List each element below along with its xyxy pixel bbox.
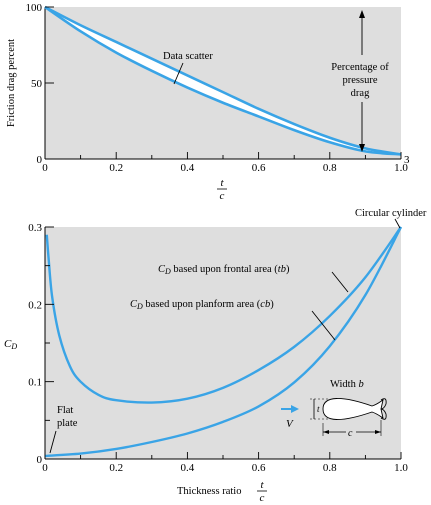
bottom-plot-area (45, 227, 401, 459)
drag-coefficient-chart: 0 0.2 0.4 0.6 0.8 1.0 0 0.1 0.2 0.3 Circular cyl… (4, 208, 427, 504)
x-tick-label: 0 (42, 162, 48, 174)
top-x-ticks: 0 0.2 0.4 0.6 0.8 1.0 (42, 152, 408, 174)
data-scatter-label: Data scatter (163, 51, 213, 62)
top-x-label-den: c (220, 190, 225, 202)
y-tick-label: 0.2 (28, 299, 42, 311)
x-tick-label: 0.8 (323, 462, 337, 474)
top-y-label: Friction drag percent (6, 39, 17, 127)
top-y-ticks: 0 50 100 (26, 2, 54, 166)
thickness-label: t (317, 404, 320, 414)
y-tick-label: 0 (37, 454, 43, 466)
top-x-label-num: t (220, 177, 224, 189)
x-tick-label: 0.2 (109, 462, 123, 474)
y-tick-label: 0.3 (28, 222, 42, 234)
series-frontal-area (45, 226, 402, 404)
top-end-label: 3 (404, 154, 410, 166)
flat-plate-label-line1: Flat (57, 405, 73, 416)
trailing-edge-curl (380, 398, 387, 420)
bottom-y-label: CD (4, 338, 17, 351)
planform-area-label: CD based upon planform area (cb) (130, 299, 274, 311)
x-tick-label: 0.6 (252, 162, 266, 174)
x-tick-label: 0.2 (109, 162, 123, 174)
frontal-area-label: CD based upon frontal area (tb) (158, 264, 290, 276)
frontal-area-leader (331, 271, 349, 293)
bottom-y-ticks: 0 0.1 0.2 0.3 (28, 222, 54, 466)
chord-label: c (348, 428, 353, 439)
x-tick-label: 1.0 (394, 162, 408, 174)
pressure-drag-label-line1: Percentage of (331, 62, 389, 73)
bottom-x-ticks: 0 0.2 0.4 0.6 0.8 1.0 (42, 452, 408, 474)
x-tick-label: 0.6 (252, 462, 266, 474)
bottom-x-label: Thickness ratio (177, 486, 241, 497)
data-scatter-leader (173, 62, 184, 85)
arrowhead-down (359, 144, 365, 152)
width-label: Width b (330, 379, 364, 390)
arrowhead-up (359, 10, 365, 18)
chord-arrow-left (323, 430, 329, 434)
flat-plate-label-line2: plate (57, 418, 78, 429)
series-lower-bound (44, 5, 402, 156)
bottom-x-label-den: c (260, 492, 265, 504)
x-tick-label: 0.4 (181, 162, 195, 174)
top-plot-area (45, 7, 401, 159)
x-tick-label: 1.0 (394, 462, 408, 474)
x-tick-label: 0.4 (181, 462, 195, 474)
flat-plate-leader (49, 430, 57, 454)
series-planform-area (44, 226, 403, 458)
y-tick-label: 100 (26, 2, 43, 14)
series-upper-bound (44, 5, 402, 156)
velocity-label: V (286, 418, 294, 430)
planform-area-leader (311, 310, 336, 341)
y-tick-label: 50 (31, 78, 43, 90)
airfoil-inset: Width b t c V (281, 379, 387, 439)
y-tick-label: 0.1 (28, 377, 42, 389)
pressure-drag-label-line3: drag (351, 88, 370, 99)
x-tick-label: 0 (42, 462, 48, 474)
circular-cylinder-leader (394, 218, 401, 229)
x-tick-label: 0.8 (323, 162, 337, 174)
pressure-drag-label-line2: pressure (343, 75, 378, 86)
circular-cylinder-label: Circular cylinder (355, 208, 427, 219)
y-tick-label: 0 (37, 154, 43, 166)
bottom-x-label-num: t (260, 479, 264, 491)
friction-drag-chart: 0 0.2 0.4 0.6 0.8 1.0 0 50 100 3 Data scatter P… (6, 2, 410, 202)
chord-arrow-right (375, 430, 381, 434)
chord-label-bg (346, 426, 356, 437)
velocity-arrowhead (291, 405, 299, 413)
